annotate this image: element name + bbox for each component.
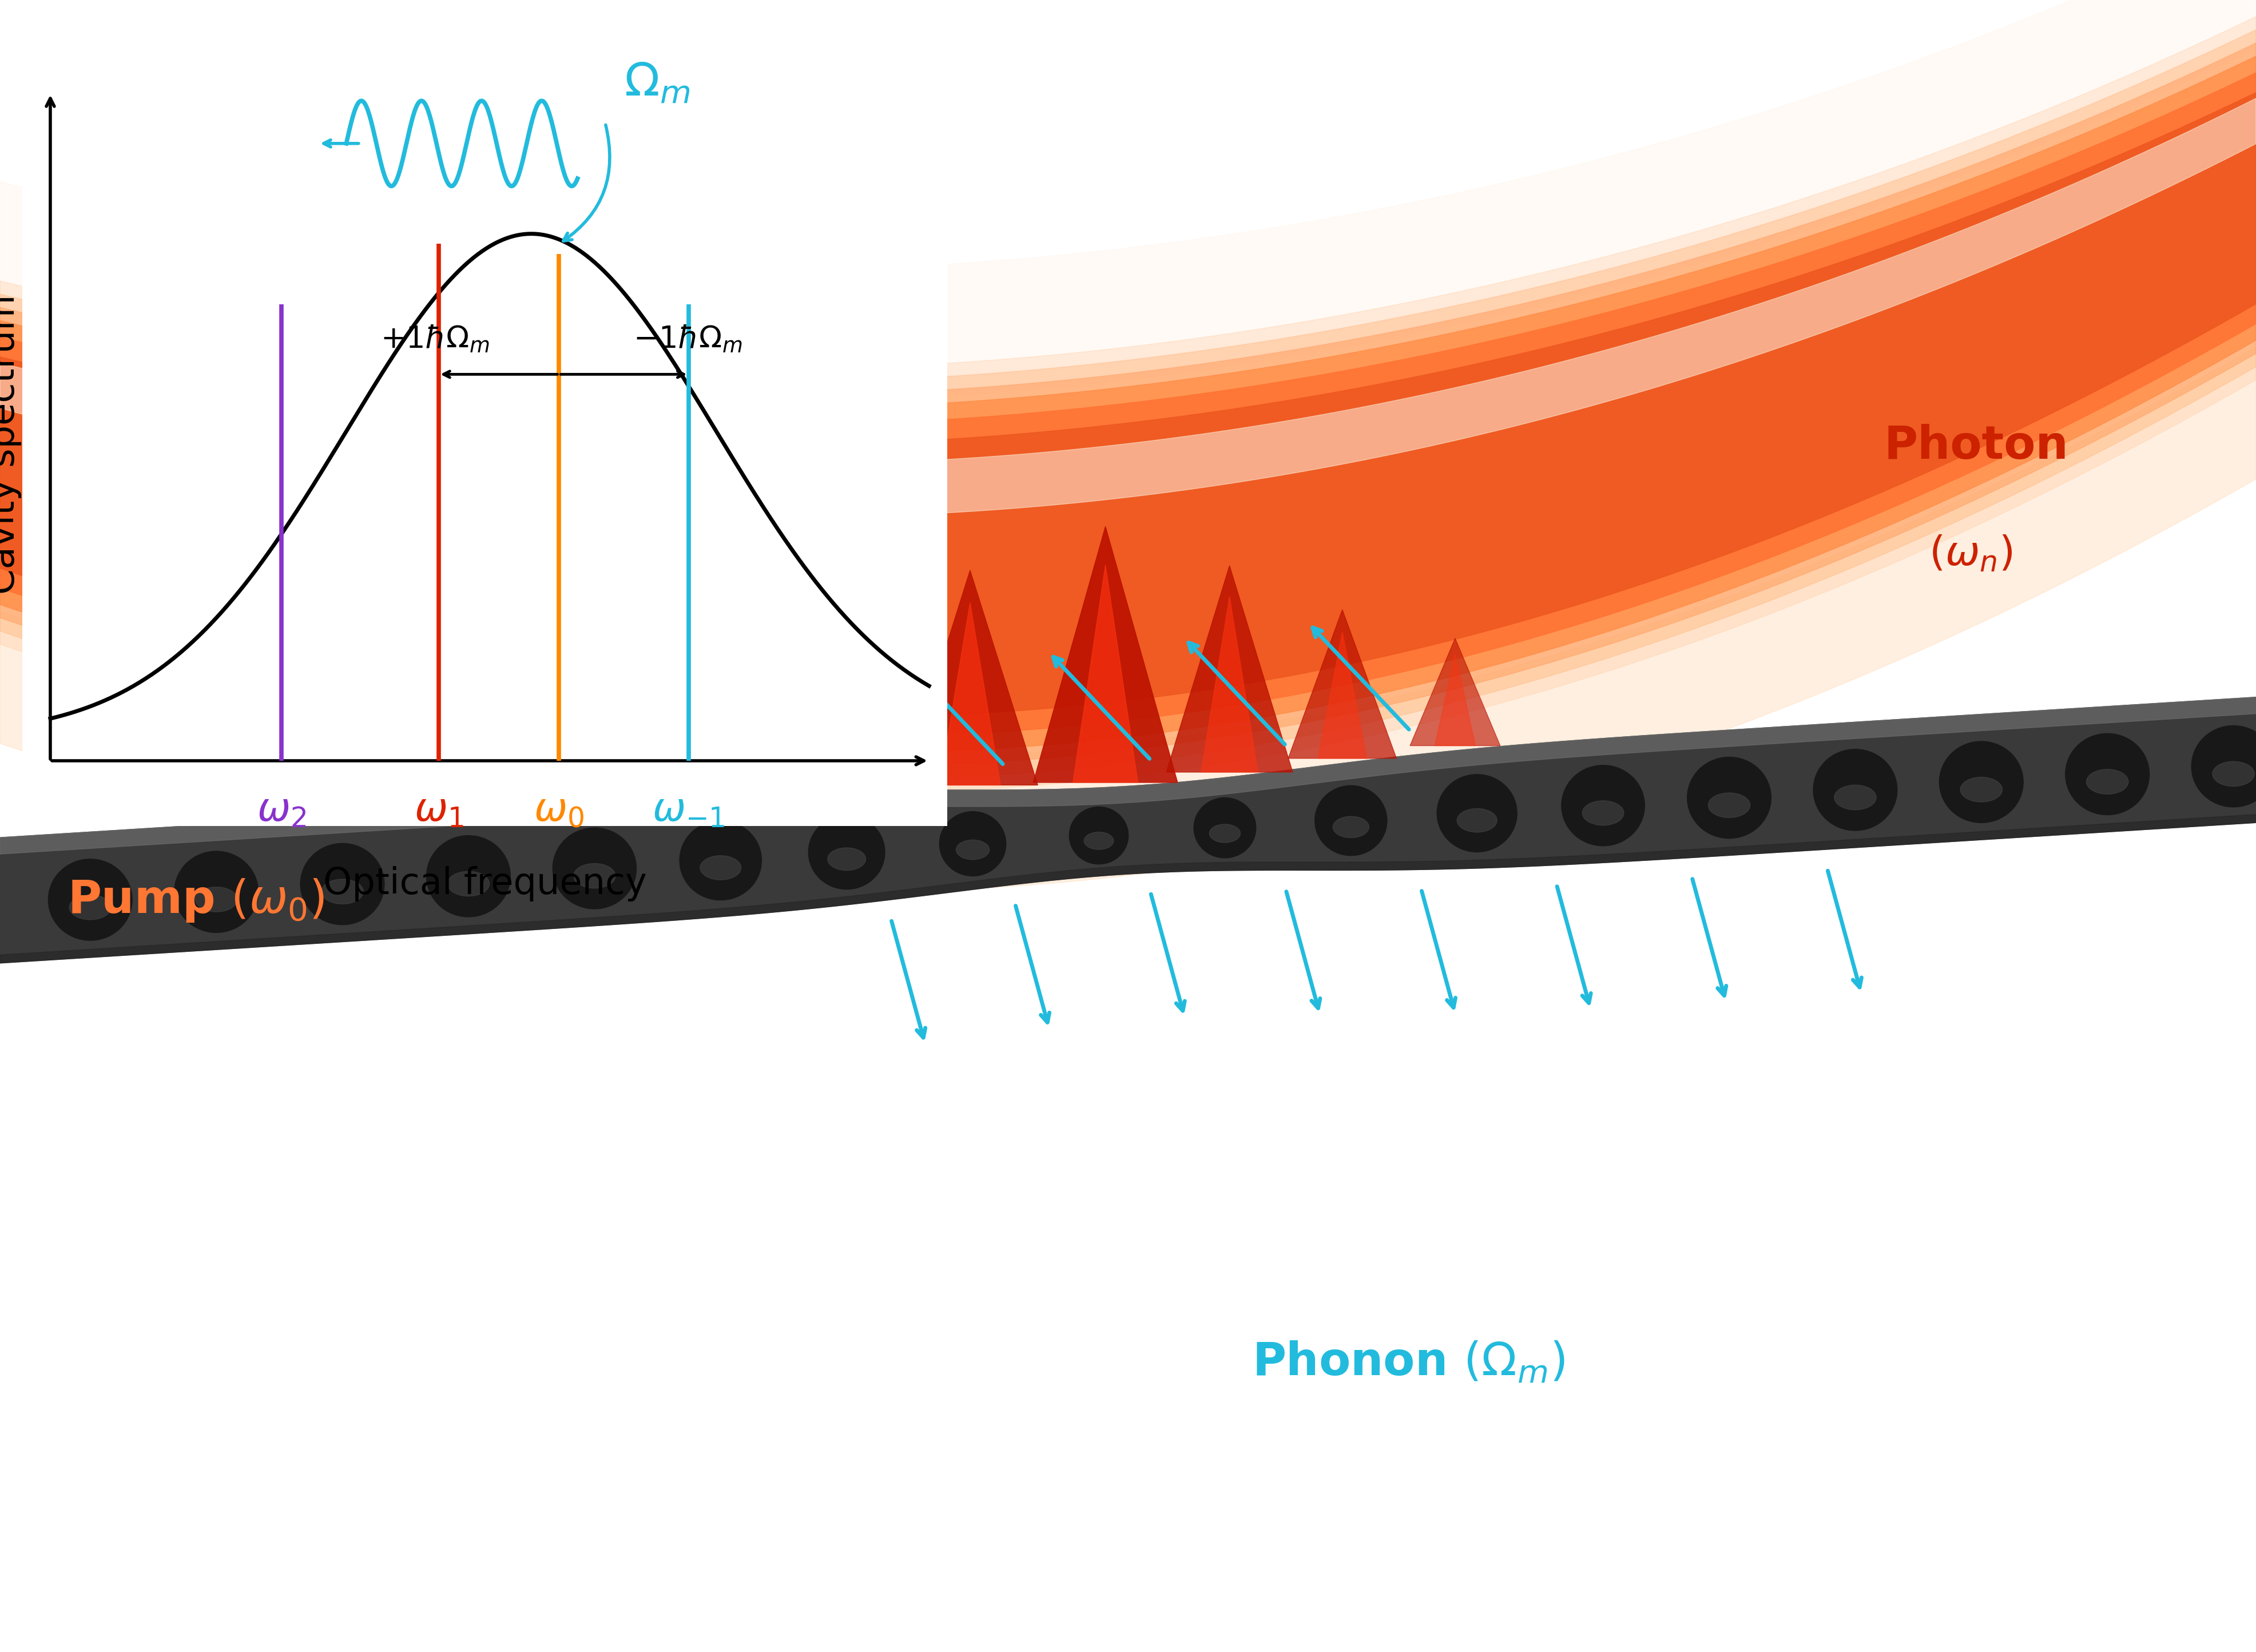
Ellipse shape [1561,765,1645,846]
Polygon shape [1288,610,1396,758]
Ellipse shape [2087,770,2127,795]
Ellipse shape [426,836,510,917]
Text: $\omega_1$: $\omega_1$ [415,791,462,829]
Ellipse shape [1315,786,1387,856]
Text: $(\omega_n)$: $(\omega_n)$ [1929,534,2012,573]
Ellipse shape [1581,801,1624,826]
Ellipse shape [1069,806,1128,864]
Polygon shape [1200,596,1259,771]
Ellipse shape [447,871,490,895]
Polygon shape [0,30,2256,780]
Text: Cavity spectrum: Cavity spectrum [0,294,23,595]
Text: $\omega_0$: $\omega_0$ [535,791,584,829]
Ellipse shape [1437,775,1516,852]
Ellipse shape [1085,833,1114,849]
Polygon shape [684,689,783,788]
Text: $-1\hbar\Omega_m$: $-1\hbar\Omega_m$ [634,324,742,354]
Polygon shape [1435,654,1475,745]
Ellipse shape [1457,808,1498,833]
Text: Photon: Photon [1884,423,2069,469]
Ellipse shape [938,811,1006,876]
Polygon shape [821,666,871,785]
Ellipse shape [553,828,636,909]
Ellipse shape [2191,725,2256,808]
Text: Pump $(\omega_0)$: Pump $(\omega_0)$ [68,877,325,923]
Text: Phonon $(\Omega_m)$: Phonon $(\Omega_m)$ [1252,1340,1566,1386]
Ellipse shape [1209,824,1241,843]
Ellipse shape [1708,793,1751,818]
Ellipse shape [699,856,740,881]
Ellipse shape [808,814,884,889]
Ellipse shape [174,851,257,933]
Ellipse shape [1814,750,1897,831]
Polygon shape [0,73,2256,737]
Polygon shape [0,43,2256,767]
Ellipse shape [2066,733,2150,814]
Polygon shape [0,0,2256,403]
Ellipse shape [2213,762,2254,786]
Text: $\omega_2$: $\omega_2$ [257,791,307,829]
Polygon shape [0,93,2256,717]
Ellipse shape [1834,785,1877,809]
Polygon shape [0,694,2256,854]
Text: $\Omega_m$: $\Omega_m$ [623,61,690,106]
Ellipse shape [1333,816,1369,838]
Ellipse shape [300,844,384,925]
Ellipse shape [1193,798,1257,857]
Polygon shape [790,644,902,785]
Ellipse shape [1960,776,2003,801]
Polygon shape [902,570,1038,785]
Ellipse shape [320,879,363,904]
Polygon shape [0,694,2256,963]
Ellipse shape [1687,757,1771,838]
FancyArrowPatch shape [564,126,609,241]
Ellipse shape [679,821,763,900]
Polygon shape [1166,565,1293,771]
Polygon shape [938,603,1002,785]
Polygon shape [0,347,2256,892]
Text: Optical frequency: Optical frequency [323,866,647,902]
Polygon shape [0,17,2256,793]
Ellipse shape [957,839,990,859]
Text: $\omega_{-1}$: $\omega_{-1}$ [652,791,724,829]
Polygon shape [0,811,2256,963]
Ellipse shape [47,859,133,940]
Polygon shape [0,56,2256,753]
Ellipse shape [828,847,866,871]
Polygon shape [1074,565,1137,783]
Polygon shape [1318,633,1367,758]
Text: $+1\hbar\Omega_m$: $+1\hbar\Omega_m$ [381,324,490,354]
Polygon shape [0,97,2256,517]
Ellipse shape [196,887,237,912]
Polygon shape [1410,638,1500,745]
Polygon shape [711,704,756,788]
Ellipse shape [573,864,616,889]
Ellipse shape [1940,742,2024,823]
Polygon shape [1033,527,1178,783]
Ellipse shape [70,895,111,920]
